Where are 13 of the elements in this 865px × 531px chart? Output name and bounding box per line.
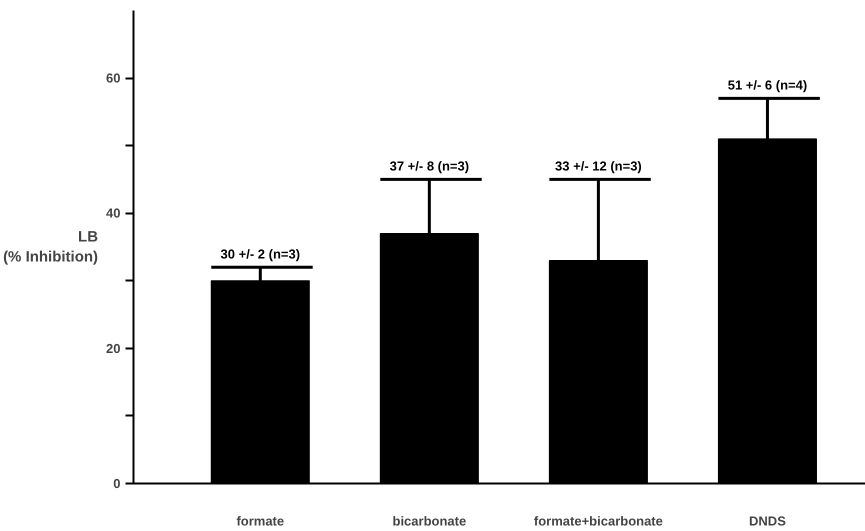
- y-tick-label: 40: [106, 206, 121, 221]
- y-axis-title: LB (% Inhibition): [3, 228, 98, 266]
- annotation: 30 +/- 2 (n=3): [220, 246, 300, 262]
- x-tick-label: formate+bicarbonate: [534, 514, 663, 528]
- y-tick-label: 0: [113, 476, 121, 491]
- x-tick-label: DNDS: [749, 514, 786, 528]
- annotation: 33 +/- 12 (n=3): [555, 158, 642, 174]
- x-tick-label: bicarbonate: [392, 514, 466, 528]
- annotation: 37 +/- 8 (n=3): [390, 158, 470, 174]
- x-tick-label: formate: [236, 514, 284, 528]
- annotation: 51 +/- 6 (n=4): [728, 77, 808, 92]
- y-tick-label: 20: [106, 340, 121, 356]
- y-tick-label: 60: [106, 70, 121, 86]
